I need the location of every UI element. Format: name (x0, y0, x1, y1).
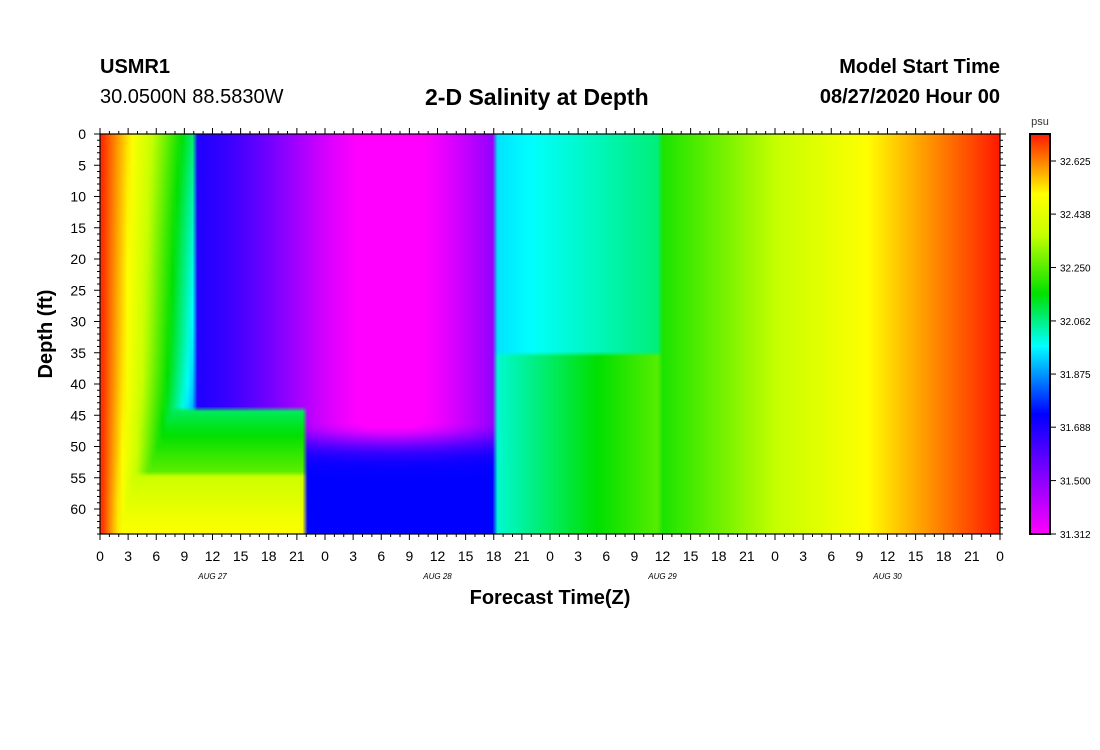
x-tick-label: 0 (96, 548, 104, 564)
colorbar-tick-label: 31.875 (1060, 370, 1091, 381)
station-id: USMR1 (100, 56, 171, 78)
colorbar-unit: psu (1031, 116, 1049, 128)
x-tick-label: 6 (152, 548, 160, 564)
x-tick-label: 3 (349, 548, 357, 564)
x-tick-label: 6 (377, 548, 385, 564)
colorbar-tick-label: 32.625 (1060, 157, 1091, 168)
model-start-value: 08/27/2020 Hour 00 (819, 86, 1000, 108)
x-tick-label: 15 (908, 548, 924, 564)
x-tick-label: 3 (574, 548, 582, 564)
colorbar-gradient (1029, 133, 1051, 535)
x-tick-label: 0 (771, 548, 779, 564)
x-tick-label: 6 (827, 548, 835, 564)
x-tick-label: 21 (289, 548, 305, 564)
x-tick-label: 18 (936, 548, 952, 564)
x-date-label: AUG 30 (872, 572, 902, 581)
x-tick-label: 18 (711, 548, 727, 564)
colorbar-tick-label: 32.250 (1060, 264, 1091, 275)
y-tick-label: 0 (78, 126, 86, 142)
x-tick-label: 0 (321, 548, 329, 564)
y-tick-label: 40 (70, 376, 86, 392)
colorbar-tick-label: 32.062 (1060, 317, 1091, 328)
x-tick-label: 9 (180, 548, 188, 564)
x-tick-label: 15 (683, 548, 699, 564)
x-date-label: AUG 28 (422, 572, 452, 581)
y-tick-label: 5 (78, 157, 86, 173)
colorbar-tick-label: 32.438 (1060, 210, 1091, 221)
y-tick-label: 45 (70, 407, 86, 423)
x-tick-label: 12 (205, 548, 221, 564)
x-tick-label: 12 (655, 548, 671, 564)
y-axis: 0 5 10 15 20 25 30 35 40 45 50 55 60 (70, 126, 1006, 535)
colorbar-tick-label: 31.688 (1060, 423, 1091, 434)
x-tick-label: 0 (546, 548, 554, 564)
x-tick-label: 21 (739, 548, 755, 564)
x-date-label: AUG 29 (647, 572, 677, 581)
x-tick-label: 15 (233, 548, 249, 564)
station-coordinates: 30.0500N 88.5830W (100, 86, 284, 108)
y-tick-label: 10 (70, 189, 86, 205)
x-axis: 0 3 6 9 12 15 18 21 0 3 6 9 12 15 18 21 0 3 6 9 12 15 18 21 0 3 6 9… (96, 128, 1004, 581)
x-tick-label: 3 (124, 548, 132, 564)
x-tick-label: 18 (261, 548, 277, 564)
x-tick-label: 9 (630, 548, 638, 564)
x-tick-label: 9 (405, 548, 413, 564)
y-tick-label: 60 (70, 501, 86, 517)
y-tick-label: 35 (70, 345, 86, 361)
y-tick-label: 20 (70, 251, 86, 267)
y-axis-label: Depth (ft) (35, 290, 57, 379)
model-start-label: Model Start Time (839, 56, 1000, 78)
x-tick-label: 6 (602, 548, 610, 564)
x-tick-label: 18 (486, 548, 502, 564)
x-tick-label: 0 (996, 548, 1004, 564)
y-tick-label: 25 (70, 282, 86, 298)
chart-title: 2-D Salinity at Depth (425, 84, 649, 110)
x-tick-label: 21 (514, 548, 530, 564)
y-tick-label: 55 (70, 470, 86, 486)
colorbar-tick-label: 31.312 (1060, 530, 1091, 541)
colorbar-tick-label: 31.500 (1060, 477, 1091, 488)
y-tick-label: 50 (70, 439, 86, 455)
x-axis-label: Forecast Time(Z) (470, 587, 631, 609)
x-tick-label: 12 (880, 548, 896, 564)
y-tick-label: 30 (70, 314, 86, 330)
x-tick-label: 21 (964, 548, 980, 564)
salinity-heatmap (100, 134, 1000, 534)
x-date-label: AUG 27 (197, 572, 227, 581)
x-tick-label: 15 (458, 548, 474, 564)
colorbar: psu 32.625 32.438 32.250 32.062 31.875 31.688… (1029, 116, 1091, 541)
y-tick-label: 15 (70, 220, 86, 236)
x-tick-label: 3 (799, 548, 807, 564)
x-tick-label: 12 (430, 548, 446, 564)
x-tick-label: 9 (855, 548, 863, 564)
